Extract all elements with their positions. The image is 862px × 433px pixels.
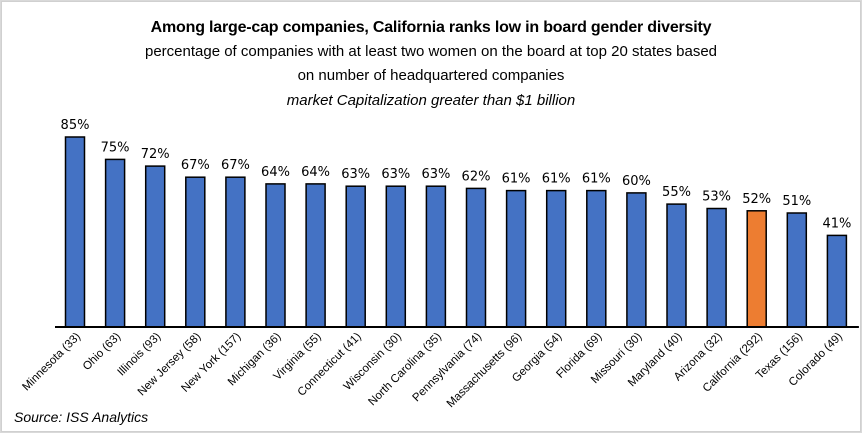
data-label: 64%: [261, 165, 290, 180]
bar: [225, 176, 246, 328]
bar: [586, 189, 607, 328]
bar: [465, 187, 487, 328]
bar: [185, 176, 206, 328]
data-label: 61%: [502, 172, 531, 187]
bar: [64, 136, 86, 328]
bar: [706, 207, 727, 328]
x-tick-label: Minnesota (33): [20, 331, 83, 394]
bar: [265, 183, 286, 328]
data-label: 60%: [622, 174, 651, 189]
source-note: Source: ISS Analytics: [14, 409, 149, 425]
bar: [385, 185, 407, 328]
bar: [786, 212, 808, 328]
data-label: 63%: [381, 167, 410, 182]
data-label: 55%: [662, 185, 691, 200]
bar: [505, 189, 527, 328]
data-label: 75%: [101, 140, 130, 155]
data-label: 72%: [141, 147, 170, 162]
data-label: 67%: [221, 158, 250, 173]
data-label: 64%: [301, 165, 330, 180]
x-tick-label: North Carolina (35): [366, 331, 444, 409]
data-label: 53%: [702, 190, 731, 205]
x-tick-label: Ohio (63): [81, 331, 124, 374]
bar-highlighted: [746, 210, 767, 328]
bar: [144, 165, 166, 328]
data-label: 85%: [61, 118, 90, 133]
bar: [425, 185, 447, 328]
bar: [545, 189, 567, 328]
data-label: 41%: [822, 216, 851, 231]
chart-title: Among large-cap companies, California ra…: [150, 19, 712, 36]
data-label: 61%: [542, 172, 571, 187]
bar: [345, 185, 366, 328]
data-label: 63%: [421, 167, 450, 182]
data-label: 61%: [582, 172, 611, 187]
data-label: 62%: [462, 169, 491, 184]
x-tick-label: Pennsylvania (74): [411, 331, 485, 405]
data-label: 52%: [742, 192, 771, 207]
bar: [666, 203, 687, 328]
data-label: 67%: [181, 158, 210, 173]
bar: [626, 192, 647, 328]
chart-subtitle-line-3: market Capitalization greater than $1 bi…: [286, 92, 576, 109]
bar: [104, 158, 126, 328]
data-label: 51%: [782, 194, 811, 209]
x-tick-label: Massachusetts (96): [445, 331, 525, 411]
chart-subtitle-line-2: on number of headquartered companies: [297, 67, 565, 84]
bar: [305, 183, 326, 328]
data-label: 63%: [341, 167, 370, 182]
chart-subtitle-line-1: percentage of companies with at least tw…: [144, 43, 718, 60]
bar: [826, 234, 848, 328]
